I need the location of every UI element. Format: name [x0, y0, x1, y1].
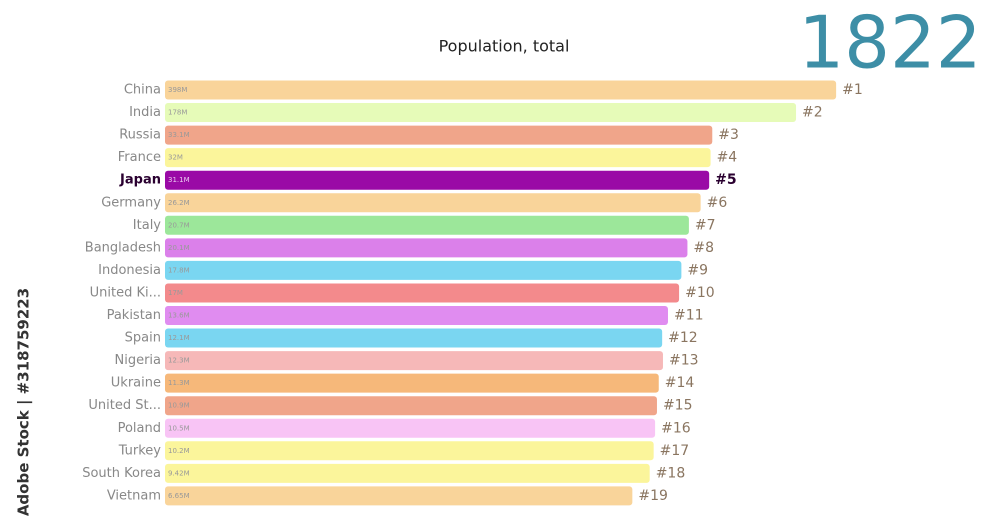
value-label: 32M	[168, 154, 183, 162]
category-label: Germany	[101, 195, 161, 210]
category-label: United Ki...	[90, 285, 161, 300]
rank-label: #15	[663, 398, 693, 414]
category-label: South Korea	[82, 466, 161, 481]
bar	[165, 441, 654, 461]
value-label: 10.2M	[168, 447, 190, 455]
value-label: 10.5M	[168, 424, 190, 432]
bar	[165, 373, 659, 393]
category-label: Nigeria	[114, 353, 161, 368]
bar	[165, 103, 797, 123]
rank-label: #17	[660, 443, 690, 459]
rank-label: #3	[718, 127, 739, 143]
value-label: 6.65M	[168, 492, 190, 500]
rank-label: #13	[669, 353, 699, 369]
rank-label: #18	[656, 465, 686, 481]
watermark: Adobe Stock | #318759223	[15, 288, 34, 516]
bar	[165, 418, 656, 438]
rank-label: #6	[707, 195, 728, 211]
rank-label: #2	[802, 105, 823, 121]
value-label: 20.1M	[168, 244, 190, 252]
bar	[165, 306, 668, 325]
bar	[165, 351, 663, 371]
value-label: 12.3M	[168, 357, 190, 365]
rank-label: #1	[842, 82, 863, 98]
category-label: Turkey	[118, 443, 162, 458]
category-label: Ukraine	[111, 376, 161, 391]
value-label: 17.8M	[168, 266, 190, 274]
value-label: 31.1M	[168, 176, 190, 184]
category-label: Vietnam	[107, 488, 161, 503]
value-label: 10.9M	[168, 402, 190, 410]
bar	[165, 148, 711, 168]
rank-label: #12	[668, 330, 698, 346]
category-label: Bangladesh	[85, 240, 161, 255]
category-label: Poland	[118, 421, 161, 436]
bar	[165, 396, 657, 416]
bar	[165, 328, 663, 348]
bar	[165, 170, 710, 190]
rank-label: #5	[715, 172, 736, 188]
bar	[165, 193, 701, 213]
value-label: 33.1M	[168, 131, 190, 139]
value-label: 11.3M	[168, 379, 190, 387]
category-label: India	[129, 105, 161, 120]
category-label: Italy	[133, 218, 162, 233]
category-label: Spain	[125, 331, 161, 346]
value-label: 20.7M	[168, 221, 190, 229]
category-label: Indonesia	[98, 263, 161, 278]
rank-label: #16	[661, 420, 691, 436]
rank-label: #11	[674, 308, 704, 324]
value-label: 17M	[168, 289, 183, 297]
chart-title: Population, total	[439, 37, 570, 56]
bar	[165, 486, 633, 506]
bar	[165, 80, 837, 100]
value-label: 13.6M	[168, 312, 190, 320]
category-label: China	[124, 83, 161, 98]
rank-label: #9	[687, 262, 708, 278]
category-label: Russia	[119, 128, 161, 143]
category-label: Pakistan	[107, 308, 161, 323]
value-label: 9.42M	[168, 469, 190, 477]
bar	[165, 283, 680, 303]
category-label: Japan	[119, 173, 161, 188]
bar	[165, 463, 650, 483]
value-label: 26.2M	[168, 199, 190, 207]
value-label: 12.1M	[168, 334, 190, 342]
category-label: United St...	[88, 398, 161, 413]
rank-label: #19	[638, 488, 668, 504]
year: 1822	[798, 1, 981, 85]
rank-label: #10	[685, 285, 715, 301]
rank-label: #8	[693, 240, 714, 256]
category-label: France	[118, 150, 161, 165]
bar	[165, 238, 688, 258]
rank-label: #14	[665, 375, 695, 391]
bar	[165, 260, 682, 280]
rank-label: #4	[717, 150, 738, 166]
rank-label: #7	[695, 217, 716, 233]
bar	[165, 125, 713, 145]
value-label: 178M	[168, 109, 187, 117]
value-label: 398M	[168, 86, 187, 94]
bar	[165, 215, 689, 235]
